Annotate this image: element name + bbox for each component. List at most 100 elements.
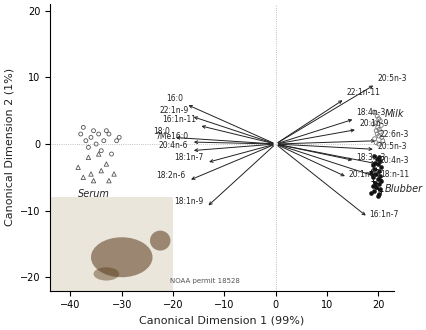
Point [374, 168, 381, 173]
Text: NOAA permit 18528: NOAA permit 18528 [170, 278, 240, 284]
Point [85, 155, 92, 160]
Point [374, 161, 381, 167]
Point [376, 118, 383, 123]
Point [370, 180, 377, 185]
Point [368, 183, 375, 189]
Text: 20:5n-3: 20:5n-3 [376, 74, 406, 83]
Text: 18:3n-3: 18:3n-3 [356, 153, 385, 162]
Point [369, 121, 376, 127]
Text: 18:1n-7: 18:1n-7 [174, 153, 203, 162]
Point [92, 141, 99, 147]
Point [377, 123, 384, 128]
Point [368, 175, 375, 180]
Point [375, 176, 382, 181]
Point [374, 177, 380, 182]
Point [372, 167, 379, 172]
Point [377, 188, 384, 193]
Point [87, 171, 94, 177]
Ellipse shape [93, 267, 119, 280]
Point [95, 131, 102, 137]
Point [85, 145, 92, 150]
Point [103, 128, 109, 133]
Text: 22:6n-3: 22:6n-3 [379, 130, 408, 139]
Text: 22:1n-9: 22:1n-9 [159, 106, 188, 115]
Point [374, 125, 380, 130]
Point [373, 114, 380, 119]
Point [367, 170, 374, 175]
Text: 18:4n-3: 18:4n-3 [356, 108, 385, 117]
Text: 20:4n-3: 20:4n-3 [379, 156, 408, 165]
Text: 18:n-11: 18:n-11 [379, 170, 408, 179]
Text: Serum: Serum [78, 189, 110, 199]
Point [371, 160, 378, 165]
Text: 22:1n-11: 22:1n-11 [345, 88, 380, 97]
Point [105, 131, 112, 137]
Ellipse shape [91, 237, 152, 277]
Point [367, 190, 374, 195]
Point [374, 193, 380, 199]
Text: 7Me16:0: 7Me16:0 [155, 132, 188, 141]
Point [98, 148, 104, 153]
Point [370, 110, 377, 115]
Text: 18:0: 18:0 [153, 127, 170, 136]
Point [374, 182, 381, 187]
Point [375, 127, 382, 132]
Point [374, 187, 380, 192]
Point [367, 168, 374, 173]
Point [87, 135, 94, 140]
Point [115, 135, 122, 140]
Point [90, 178, 97, 183]
Point [375, 187, 382, 192]
Point [377, 178, 384, 183]
Point [374, 169, 381, 175]
Text: 20:4n-6: 20:4n-6 [158, 141, 188, 150]
Ellipse shape [150, 231, 170, 250]
Point [369, 183, 376, 188]
Point [370, 136, 377, 141]
Point [369, 171, 376, 177]
Point [108, 151, 115, 157]
Point [375, 173, 382, 179]
Point [374, 155, 381, 160]
Point [375, 158, 382, 163]
Point [370, 153, 377, 159]
Bar [50, 197, 173, 290]
Text: 18:1n-9: 18:1n-9 [174, 197, 203, 206]
Text: 20:1n-11: 20:1n-11 [348, 170, 382, 179]
Point [80, 125, 86, 130]
Point [372, 128, 379, 133]
Text: 20:1n-9: 20:1n-9 [358, 119, 388, 128]
Point [372, 171, 379, 177]
Point [371, 120, 378, 125]
Point [368, 178, 375, 183]
Point [369, 163, 376, 168]
Point [372, 185, 379, 190]
Point [376, 129, 383, 135]
Point [369, 188, 376, 193]
Y-axis label: Canonical Dimension 2 (1%): Canonical Dimension 2 (1%) [4, 68, 14, 226]
Point [100, 138, 107, 143]
Point [77, 131, 84, 137]
Point [377, 135, 384, 140]
Point [369, 167, 376, 172]
Point [372, 156, 379, 161]
Text: 16:1n-11: 16:1n-11 [162, 115, 196, 124]
Point [95, 151, 102, 157]
Text: 20:5n-3: 20:5n-3 [376, 142, 406, 151]
Text: 18:2n-6: 18:2n-6 [156, 171, 185, 180]
Point [113, 138, 120, 143]
Point [377, 165, 384, 170]
Point [374, 116, 381, 121]
Point [103, 161, 109, 167]
Text: Blubber: Blubber [383, 184, 421, 194]
Point [379, 138, 386, 143]
Point [75, 165, 81, 170]
Point [110, 171, 117, 177]
Point [374, 141, 381, 147]
Point [372, 140, 379, 145]
Text: 16:0: 16:0 [166, 94, 183, 103]
Point [374, 133, 381, 139]
Point [373, 131, 380, 137]
Point [90, 128, 97, 133]
Point [372, 180, 379, 185]
